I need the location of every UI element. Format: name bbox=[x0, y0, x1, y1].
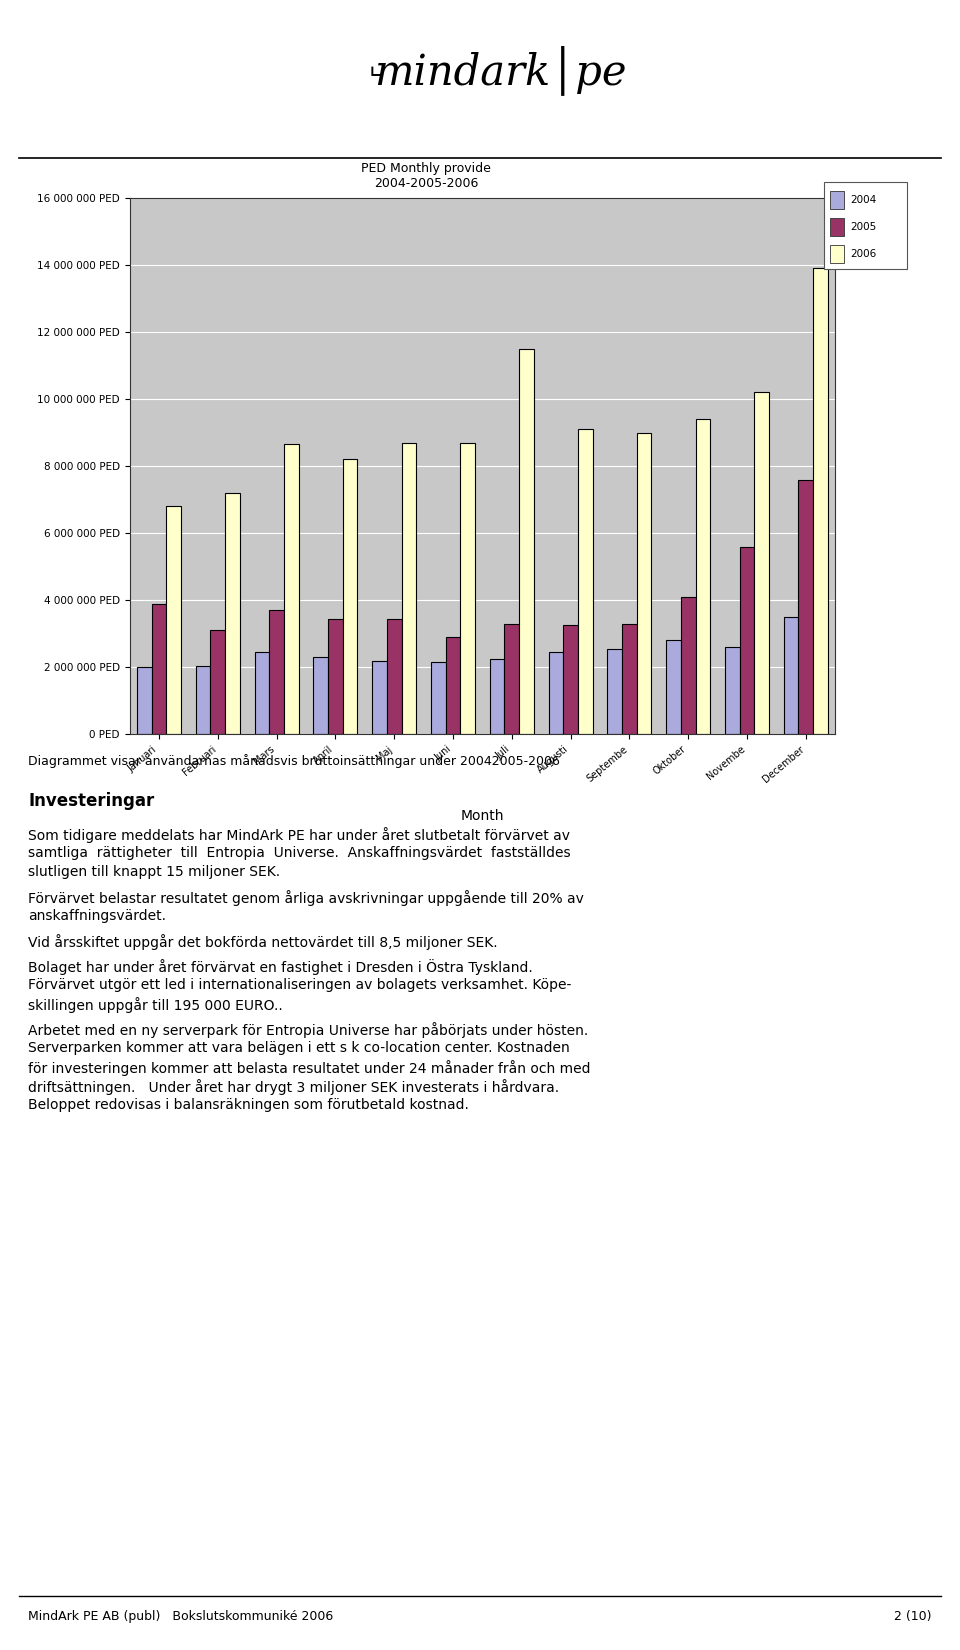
Text: 2006: 2006 bbox=[851, 249, 876, 259]
Text: Förvärvet belastar resultatet genom årliga avskrivningar uppgående till 20% av: Förvärvet belastar resultatet genom årli… bbox=[28, 891, 584, 906]
Bar bbox=[578, 429, 592, 734]
Bar bbox=[799, 480, 813, 734]
Title: PED Monthly provide
2004-2005-2006: PED Monthly provide 2004-2005-2006 bbox=[361, 162, 491, 190]
Bar bbox=[387, 619, 401, 734]
Bar bbox=[269, 610, 284, 734]
Bar bbox=[254, 652, 269, 734]
Text: samtliga  rättigheter  till  Entropia  Universe.  Anskaffningsvärdet  fastställd: samtliga rättigheter till Entropia Unive… bbox=[28, 846, 570, 860]
Bar bbox=[783, 617, 799, 734]
Text: skillingen uppgår till 195 000 EURO..: skillingen uppgår till 195 000 EURO.. bbox=[28, 997, 283, 1013]
Text: 2005: 2005 bbox=[851, 223, 876, 233]
Text: Bolaget har under året förvärvat en fastighet i Dresden i Östra Tyskland.: Bolaget har under året förvärvat en fast… bbox=[28, 959, 533, 975]
Bar bbox=[608, 648, 622, 734]
Bar bbox=[564, 625, 578, 734]
Bar bbox=[696, 419, 710, 734]
Text: 2004: 2004 bbox=[851, 195, 876, 205]
X-axis label: Month: Month bbox=[461, 808, 504, 823]
Bar bbox=[313, 657, 328, 734]
Bar bbox=[829, 246, 845, 264]
Bar bbox=[681, 597, 696, 734]
Bar bbox=[725, 647, 739, 734]
Bar bbox=[666, 640, 681, 734]
Bar bbox=[166, 507, 181, 734]
Bar bbox=[490, 658, 504, 734]
Text: Diagrammet visar användarnas månadsvis bruttoinsättningar under 20042005-2006: Diagrammet visar användarnas månadsvis b… bbox=[28, 754, 560, 769]
Bar bbox=[755, 393, 769, 734]
Text: Förvärvet utgör ett led i internationaliseringen av bolagets verksamhet. Köpe­: Förvärvet utgör ett led i internationali… bbox=[28, 978, 571, 992]
Text: Som tidigare meddelats har MindArk PE har under året slutbetalt förvärvet av: Som tidigare meddelats har MindArk PE ha… bbox=[28, 827, 570, 843]
Bar bbox=[401, 442, 417, 734]
Bar bbox=[461, 442, 475, 734]
Bar bbox=[137, 667, 152, 734]
Bar bbox=[504, 624, 519, 734]
Text: 2 (10): 2 (10) bbox=[895, 1610, 932, 1624]
Bar bbox=[328, 619, 343, 734]
Text: för investeringen kommer att belasta resultatet under 24 månader från och med: för investeringen kommer att belasta res… bbox=[28, 1061, 590, 1076]
Bar bbox=[152, 604, 166, 734]
Bar bbox=[519, 348, 534, 734]
Bar bbox=[548, 652, 564, 734]
Bar bbox=[829, 218, 845, 236]
Text: MindArk PE AB (publ)   Bokslutskommuniké 2006: MindArk PE AB (publ) Bokslutskommuniké 2… bbox=[28, 1610, 333, 1624]
Bar bbox=[226, 493, 240, 734]
Text: Serverparken kommer att vara belägen i ett s k co-location center. Kostnaden: Serverparken kommer att vara belägen i e… bbox=[28, 1041, 569, 1056]
Text: mindark│pe: mindark│pe bbox=[373, 46, 626, 96]
Bar bbox=[622, 624, 636, 734]
Text: anskaffningsvärdet.: anskaffningsvärdet. bbox=[28, 909, 166, 924]
Bar bbox=[196, 665, 210, 734]
Bar bbox=[739, 546, 755, 734]
Text: Arbetet med en ny serverpark för Entropia Universe har påbörjats under hösten.: Arbetet med en ny serverpark för Entropi… bbox=[28, 1023, 588, 1038]
Bar bbox=[636, 432, 652, 734]
Text: driftsättningen.   Under året har drygt 3 miljoner SEK investerats i hårdvara.: driftsättningen. Under året har drygt 3 … bbox=[28, 1079, 559, 1096]
Bar bbox=[445, 637, 461, 734]
Text: slutligen till knappt 15 miljoner SEK.: slutligen till knappt 15 miljoner SEK. bbox=[28, 866, 280, 879]
Text: ⌞: ⌞ bbox=[369, 51, 381, 79]
Bar bbox=[210, 630, 226, 734]
Bar bbox=[431, 662, 445, 734]
Text: Beloppet redovisas i balansräkningen som förutbetald kostnad.: Beloppet redovisas i balansräkningen som… bbox=[28, 1099, 468, 1112]
Text: Investeringar: Investeringar bbox=[28, 792, 155, 810]
Bar bbox=[372, 660, 387, 734]
FancyBboxPatch shape bbox=[825, 182, 907, 269]
Bar bbox=[829, 191, 845, 210]
Text: Vid årsskiftet uppgår det bokförda nettovärdet till 8,5 miljoner SEK.: Vid årsskiftet uppgår det bokförda netto… bbox=[28, 934, 497, 950]
Bar bbox=[343, 459, 357, 734]
Bar bbox=[284, 444, 299, 734]
Bar bbox=[813, 269, 828, 734]
